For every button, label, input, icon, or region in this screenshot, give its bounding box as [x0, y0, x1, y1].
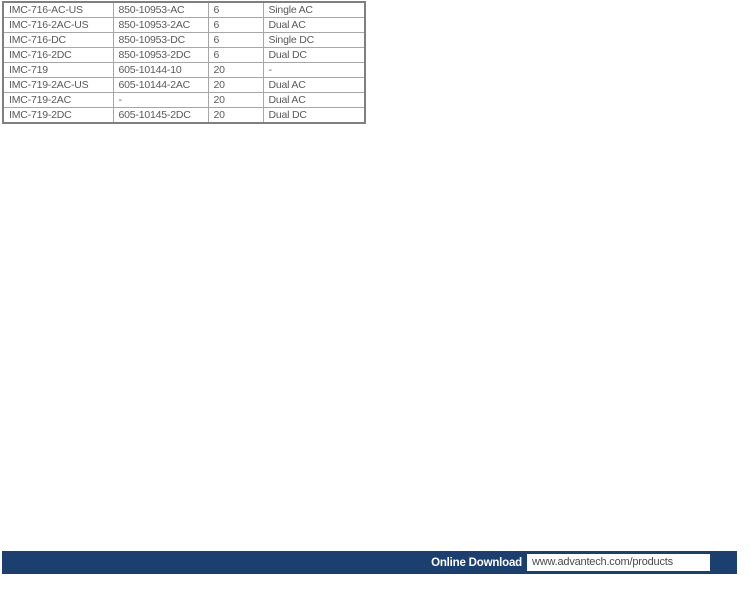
table-cell-quantity: 6: [207, 47, 264, 63]
table-cell-model: IMC-716-AC-US: [2, 1, 114, 18]
table-row: IMC-716-2AC-US 850-10953-2AC 6 Dual AC: [2, 17, 366, 33]
table-cell-power: -: [262, 62, 366, 78]
table-cell-part-number: 605-10144-10: [112, 62, 209, 78]
table-cell-quantity: 20: [207, 62, 264, 78]
table-cell-model: IMC-719-2AC: [2, 92, 114, 108]
table-cell-power: Dual DC: [262, 107, 366, 124]
table-cell-quantity: 6: [207, 32, 264, 48]
table-cell-part-number: -: [112, 92, 209, 108]
table-row: IMC-719-2AC - 20 Dual AC: [2, 92, 366, 108]
table-cell-quantity: 20: [207, 92, 264, 108]
table-cell-part-number: 850-10953-AC: [112, 1, 209, 18]
table-cell-quantity: 20: [207, 107, 264, 124]
table-cell-quantity: 20: [207, 77, 264, 93]
table-row: IMC-716-AC-US 850-10953-AC 6 Single AC: [2, 1, 366, 18]
ordering-info-table-section: IMC-716-AC-US 850-10953-AC 6 Single AC I…: [2, 1, 366, 124]
table-cell-power: Single DC: [262, 32, 366, 48]
table-cell-model: IMC-719-2AC-US: [2, 77, 114, 93]
table-cell-quantity: 6: [207, 1, 264, 18]
table-cell-model: IMC-719: [2, 62, 114, 78]
table-cell-part-number: 850-10953-DC: [112, 32, 209, 48]
table-cell-power: Single AC: [262, 1, 366, 18]
table-cell-part-number: 850-10953-2DC: [112, 47, 209, 63]
table-row: IMC-716-2DC 850-10953-2DC 6 Dual DC: [2, 47, 366, 63]
online-download-label: Online Download: [431, 556, 522, 569]
table-row: IMC-719-2AC-US 605-10144-2AC 20 Dual AC: [2, 77, 366, 93]
table-cell-part-number: 605-10144-2AC: [112, 77, 209, 93]
table-cell-power: Dual AC: [262, 77, 366, 93]
table-cell-model: IMC-716-DC: [2, 32, 114, 48]
table-cell-model: IMC-719-2DC: [2, 107, 114, 124]
table-cell-power: Dual DC: [262, 47, 366, 63]
footer-bar: Online Download www.advantech.com/produc…: [2, 551, 737, 574]
table-cell-model: IMC-716-2DC: [2, 47, 114, 63]
table-cell-power: Dual AC: [262, 17, 366, 33]
table-cell-quantity: 6: [207, 17, 264, 33]
table-cell-part-number: 850-10953-2AC: [112, 17, 209, 33]
table-row: IMC-719-2DC 605-10145-2DC 20 Dual DC: [2, 107, 366, 124]
ordering-info-table: IMC-716-AC-US 850-10953-AC 6 Single AC I…: [2, 1, 366, 124]
table-row: IMC-716-DC 850-10953-DC 6 Single DC: [2, 32, 366, 48]
table-cell-part-number: 605-10145-2DC: [112, 107, 209, 124]
table-cell-model: IMC-716-2AC-US: [2, 17, 114, 33]
table-cell-power: Dual AC: [262, 92, 366, 108]
download-url-link[interactable]: www.advantech.com/products: [527, 554, 710, 571]
table-row: IMC-719 605-10144-10 20 -: [2, 62, 366, 78]
